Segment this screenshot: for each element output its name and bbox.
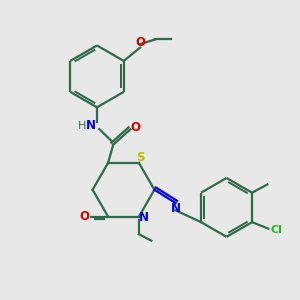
Text: H: H [77,121,86,130]
Text: N: N [85,119,95,132]
Text: N: N [139,212,149,224]
Text: O: O [130,122,141,134]
Text: N: N [171,202,181,215]
Text: S: S [136,151,145,164]
Text: O: O [135,36,145,49]
Text: O: O [79,210,89,223]
Text: Cl: Cl [271,225,282,235]
